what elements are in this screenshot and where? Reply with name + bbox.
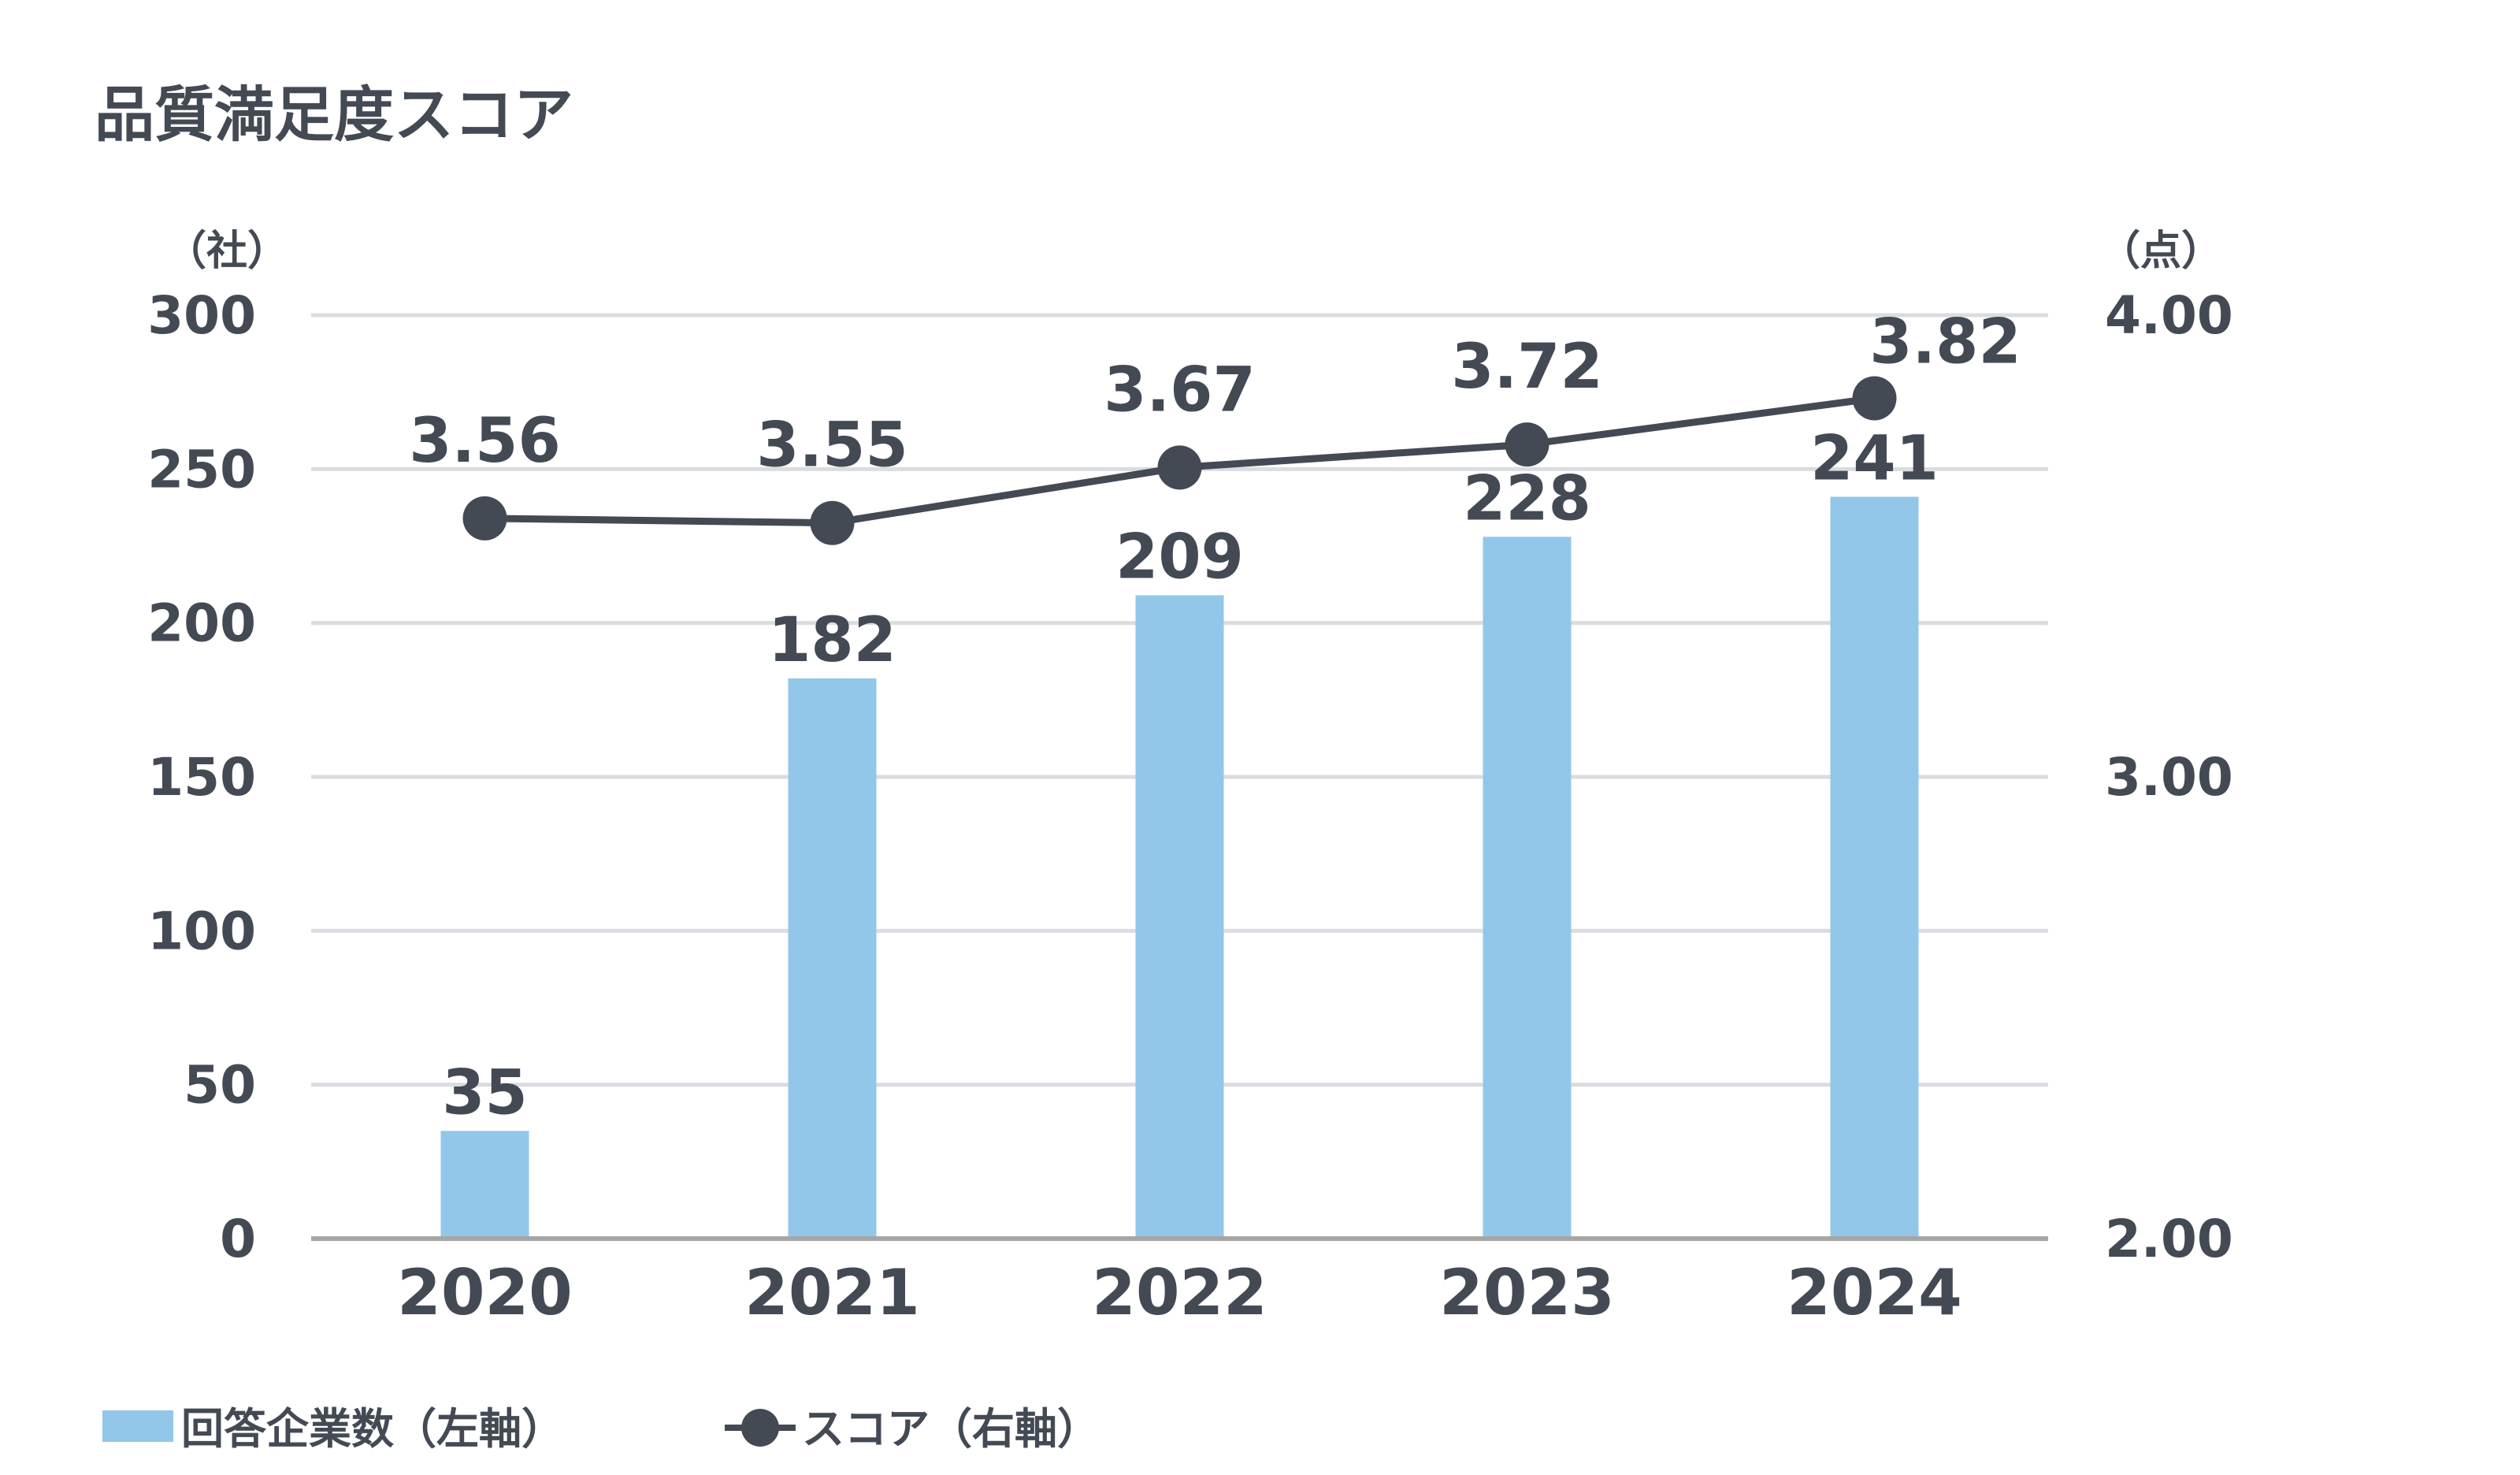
left-tick-label: 250 (147, 439, 256, 500)
bar (1483, 537, 1572, 1239)
bar-data-label: 241 (1810, 423, 1939, 494)
left-axis-ticks: 0 50 100 150 200 250 300 (147, 285, 256, 1269)
bar-data-label: 209 (1115, 522, 1244, 593)
right-axis-unit: （点） (2099, 228, 2222, 275)
left-tick-label: 100 (147, 901, 256, 961)
left-tick-label: 50 (184, 1055, 256, 1116)
left-tick-label: 200 (147, 593, 256, 654)
legend-line-label: スコア（右軸） (802, 1404, 1100, 1454)
line-series (462, 376, 1897, 545)
bar (440, 1131, 529, 1239)
left-tick-label: 300 (147, 285, 256, 346)
legend-bar-label: 回答企業数（左軸） (181, 1404, 564, 1454)
score-data-label: 3.82 (1869, 307, 2021, 377)
x-tick-label: 2022 (1092, 1256, 1267, 1329)
left-axis-unit: （社） (165, 228, 288, 275)
bar (1135, 595, 1224, 1239)
bar-data-labels: 35 182 209 228 241 (442, 423, 1939, 1128)
right-axis-ticks: 2.00 3.00 4.00 (2105, 285, 2233, 1269)
score-data-label: 3.55 (756, 411, 907, 481)
line-data-labels: 3.56 3.55 3.67 3.72 3.82 (409, 307, 2021, 481)
right-tick-label: 3.00 (2105, 747, 2233, 808)
chart-title: 品質満足度スコア (95, 80, 573, 150)
right-tick-label: 2.00 (2105, 1209, 2233, 1269)
x-tick-label: 2024 (1787, 1256, 1962, 1329)
score-data-label: 3.72 (1451, 332, 1602, 403)
bar-data-label: 182 (768, 605, 896, 676)
score-data-label: 3.56 (409, 406, 560, 477)
score-marker (1505, 422, 1549, 467)
score-marker (1157, 445, 1202, 490)
bar-data-label: 35 (442, 1057, 528, 1128)
x-tick-label: 2020 (397, 1256, 573, 1329)
bar (1830, 496, 1919, 1239)
legend: 回答企業数（左軸） スコア（右軸） (102, 1404, 1100, 1454)
right-tick-label: 4.00 (2105, 285, 2233, 346)
legend-bar-swatch (102, 1410, 173, 1442)
score-marker (1852, 376, 1897, 421)
x-tick-label: 2023 (1439, 1256, 1615, 1329)
legend-line-marker (741, 1409, 779, 1447)
score-marker (462, 496, 507, 541)
x-tick-label: 2021 (744, 1256, 920, 1329)
score-marker (810, 500, 855, 545)
left-tick-label: 150 (147, 747, 256, 808)
x-axis-ticks: 2020 2021 2022 2023 2024 (397, 1256, 1962, 1329)
left-tick-label: 0 (220, 1209, 256, 1269)
bar (788, 678, 877, 1239)
bar-data-label: 228 (1463, 463, 1591, 534)
score-data-label: 3.67 (1104, 355, 1255, 425)
bar-series (440, 496, 1919, 1239)
